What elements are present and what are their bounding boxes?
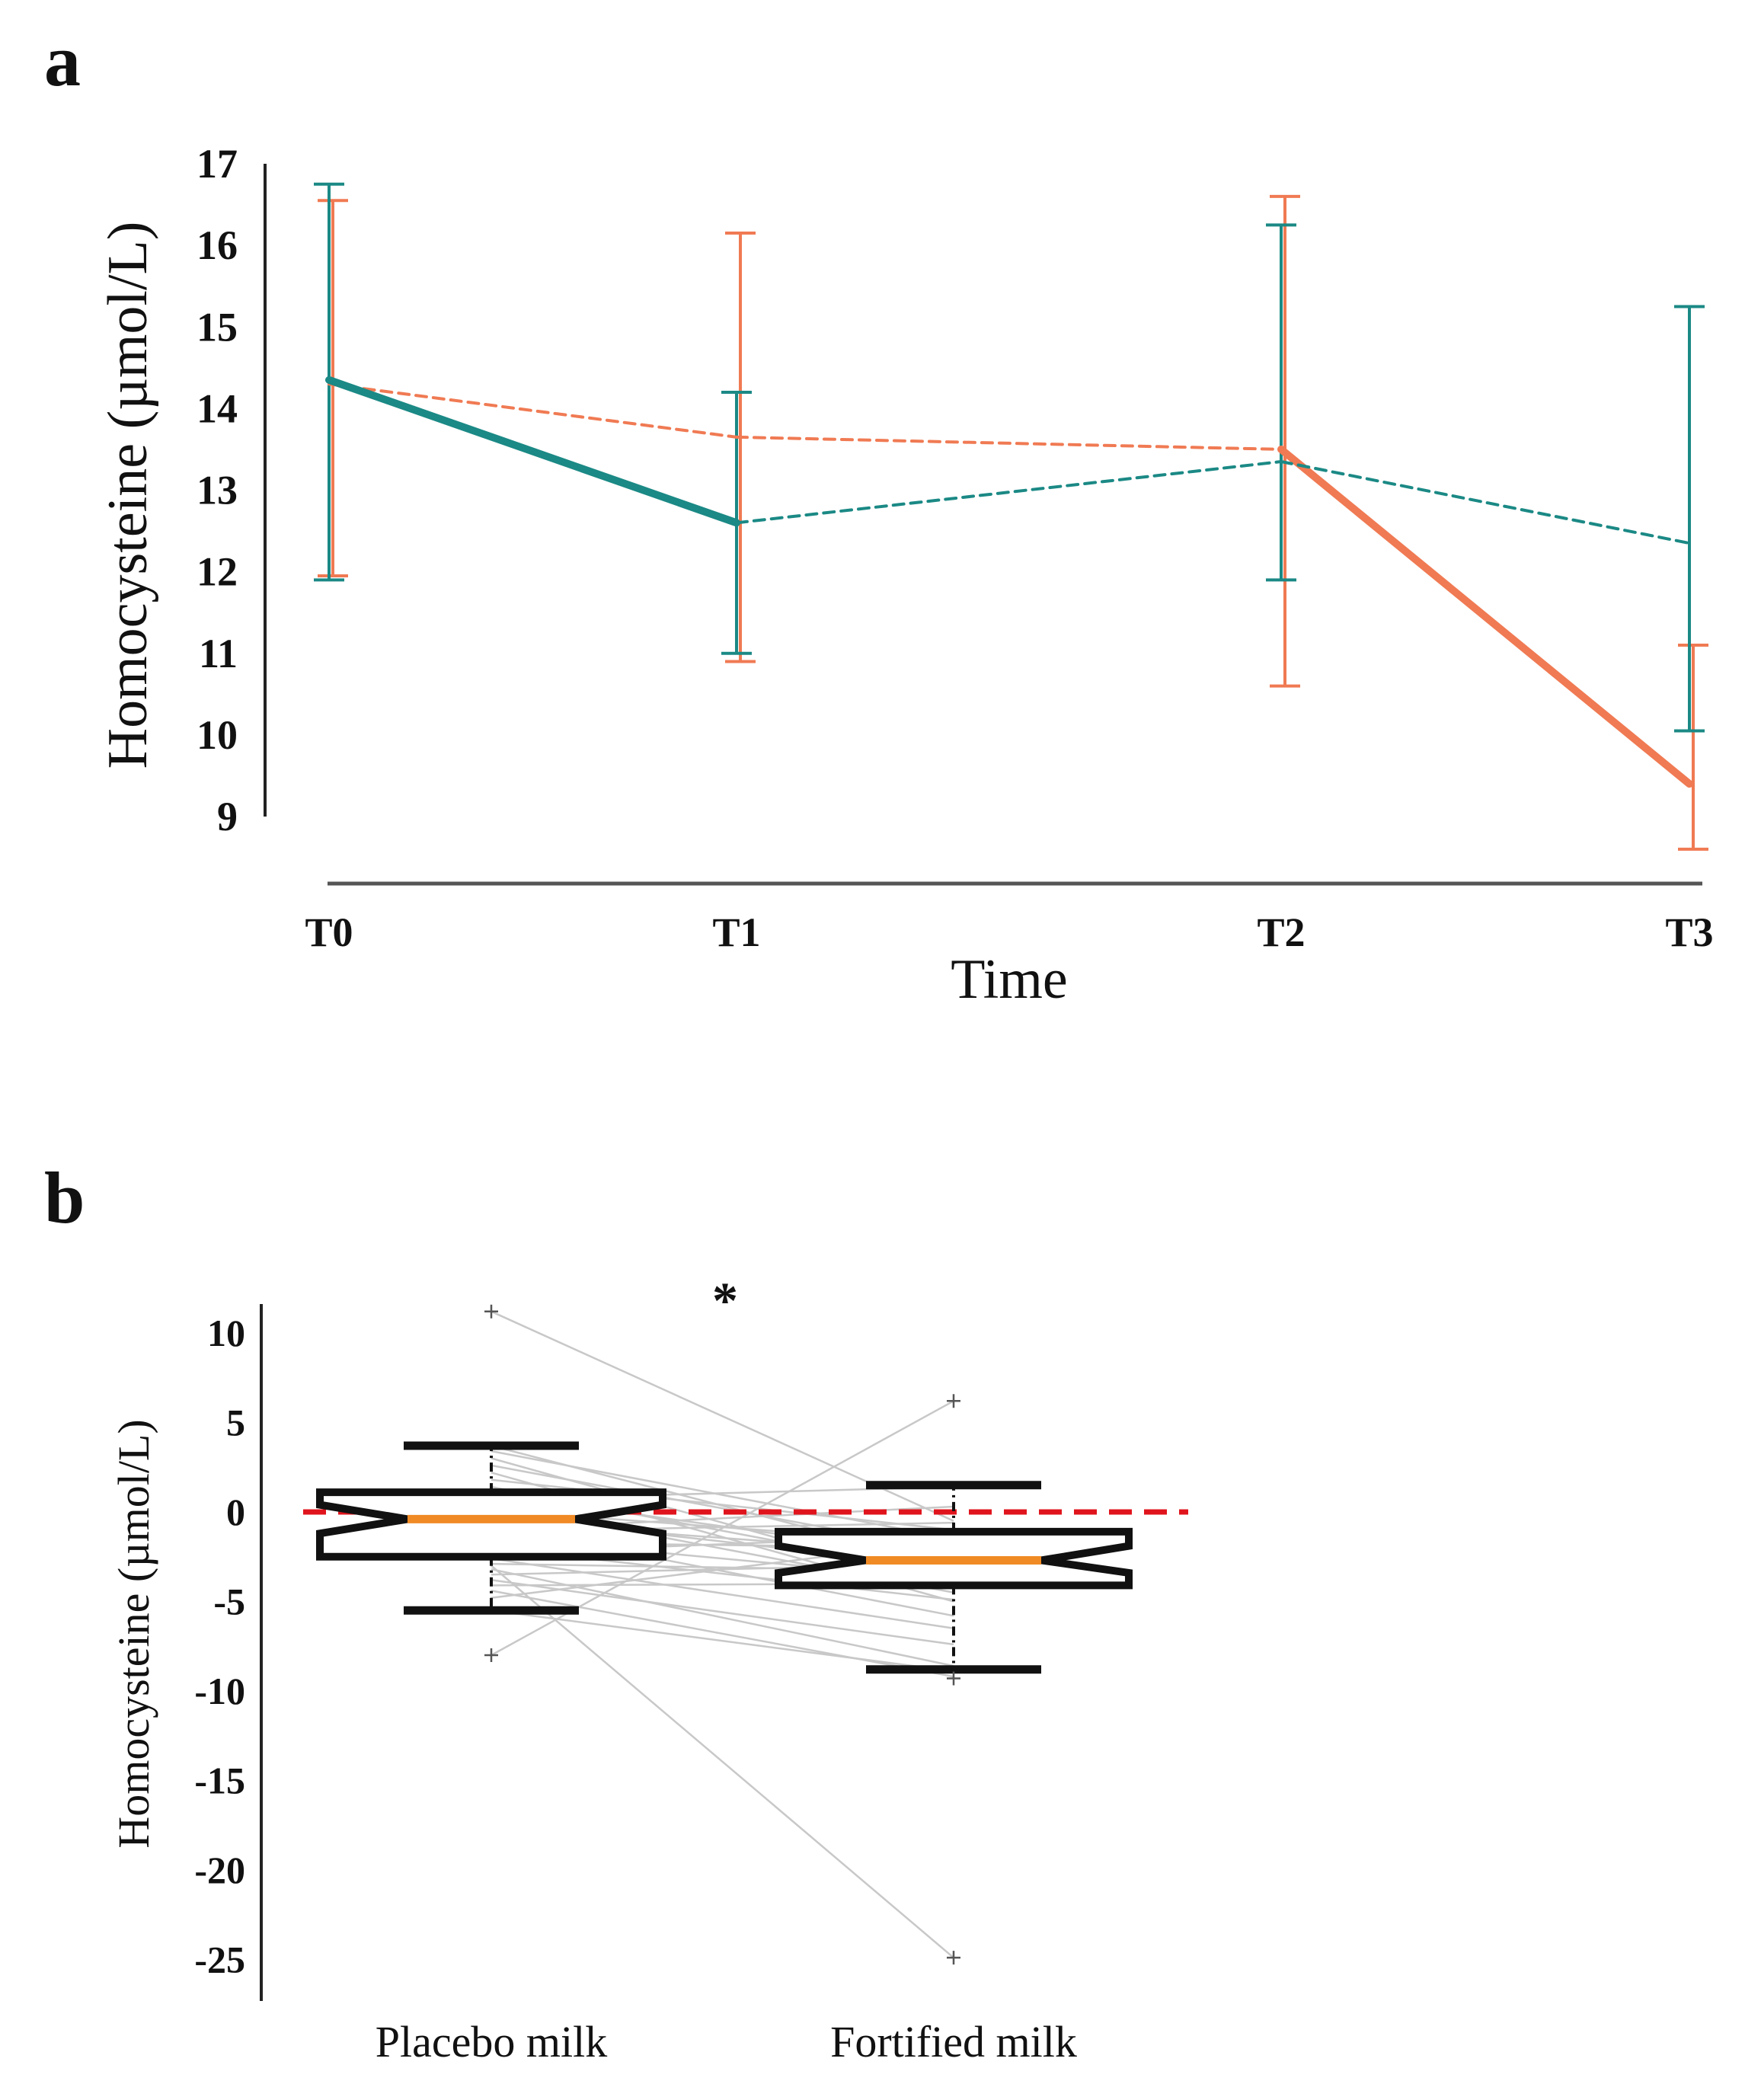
- x-tick-labels: T0 T1 T2 T3: [305, 909, 1713, 955]
- mean-line-dashed: [735, 435, 1283, 451]
- error-bar: [1266, 223, 1296, 582]
- y-tick-label: 12: [197, 549, 238, 595]
- y-axis-title: Homocysteine (µmol/L): [97, 222, 159, 769]
- y-tick-label: -5: [213, 1581, 245, 1623]
- y-tick-label: -10: [194, 1670, 245, 1712]
- mean-line-solid: [1277, 445, 1693, 788]
- panel-b-box-plot: b 10 5 0 -5 -10 -15 -20 -25 Placebo milk Fortifi…: [44, 1157, 1188, 2066]
- error-bar: [1270, 194, 1300, 688]
- y-tick-label: 15: [197, 304, 238, 350]
- panel-a-line-chart: a 17 16 15 14 13 12 11 10 9 T0 T1 T2 T3 Time Homocy…: [44, 20, 1714, 1011]
- pair-line: [491, 1478, 954, 1531]
- category-labels: Placebo milk Fortified milk: [376, 2017, 1077, 2066]
- outlier-marker: [947, 1671, 960, 1686]
- pair-line: [491, 1565, 954, 1959]
- mean-line-solid: [325, 376, 740, 527]
- y-tick-label: 16: [197, 222, 238, 268]
- y-tick-label: -25: [194, 1939, 245, 1981]
- y-tick-label: 13: [197, 468, 238, 513]
- y-tick-label: 14: [197, 385, 238, 431]
- notched-box: [316, 1488, 666, 1561]
- outlier-marker: [947, 1951, 960, 1965]
- box-placebo: [316, 1304, 666, 1662]
- plot-area: [314, 182, 1708, 851]
- x-tick-label: T3: [1665, 909, 1713, 955]
- x-tick-label: T2: [1257, 909, 1305, 955]
- pair-line: [491, 1557, 954, 1629]
- pair-line: [491, 1590, 954, 1678]
- category-label: Fortified milk: [830, 2017, 1077, 2066]
- pair-line: [491, 1609, 954, 1673]
- error-bar: [725, 232, 756, 663]
- error-bar: [318, 199, 348, 577]
- y-tick-labels: 10 5 0 -5 -10 -15 -20 -25: [194, 1312, 245, 1981]
- mean-line-dashed: [1280, 460, 1691, 545]
- y-tick-label: -15: [194, 1760, 245, 1802]
- box-fortified: [775, 1394, 1133, 1965]
- panel-b-label: b: [44, 1157, 85, 1239]
- y-tick-label: 9: [217, 794, 238, 839]
- paired-lines: [491, 1310, 954, 1959]
- mean-line-dashed: [328, 382, 738, 439]
- mean-line-dashed: [735, 460, 1283, 525]
- y-tick-label: 0: [226, 1491, 245, 1533]
- y-tick-label: 10: [207, 1312, 245, 1354]
- y-axis-title: Homocysteine (µmol/L): [109, 1419, 158, 1848]
- category-label: Placebo milk: [376, 2017, 607, 2066]
- y-tick-labels: 17 16 15 14 13 12 11 10 9: [197, 141, 238, 839]
- y-tick-label: 5: [226, 1402, 245, 1444]
- x-tick-label: T0: [305, 909, 353, 955]
- outlier-marker: [947, 1394, 960, 1408]
- y-tick-label: 10: [197, 712, 238, 758]
- error-bar: [1678, 644, 1708, 851]
- panel-a-label: a: [44, 20, 81, 101]
- pair-line: [491, 1579, 954, 1646]
- plot-area: [303, 1304, 1188, 1965]
- error-bar: [1674, 305, 1705, 733]
- y-tick-label: 11: [199, 631, 238, 676]
- x-axis-title: Time: [951, 948, 1068, 1011]
- significance-asterisk: *: [712, 1271, 738, 1329]
- outlier-marker: [484, 1648, 498, 1662]
- y-tick-label: -20: [194, 1849, 245, 1891]
- y-tick-label: 17: [197, 141, 238, 187]
- outlier-marker: [484, 1304, 498, 1318]
- x-tick-label: T1: [712, 909, 760, 955]
